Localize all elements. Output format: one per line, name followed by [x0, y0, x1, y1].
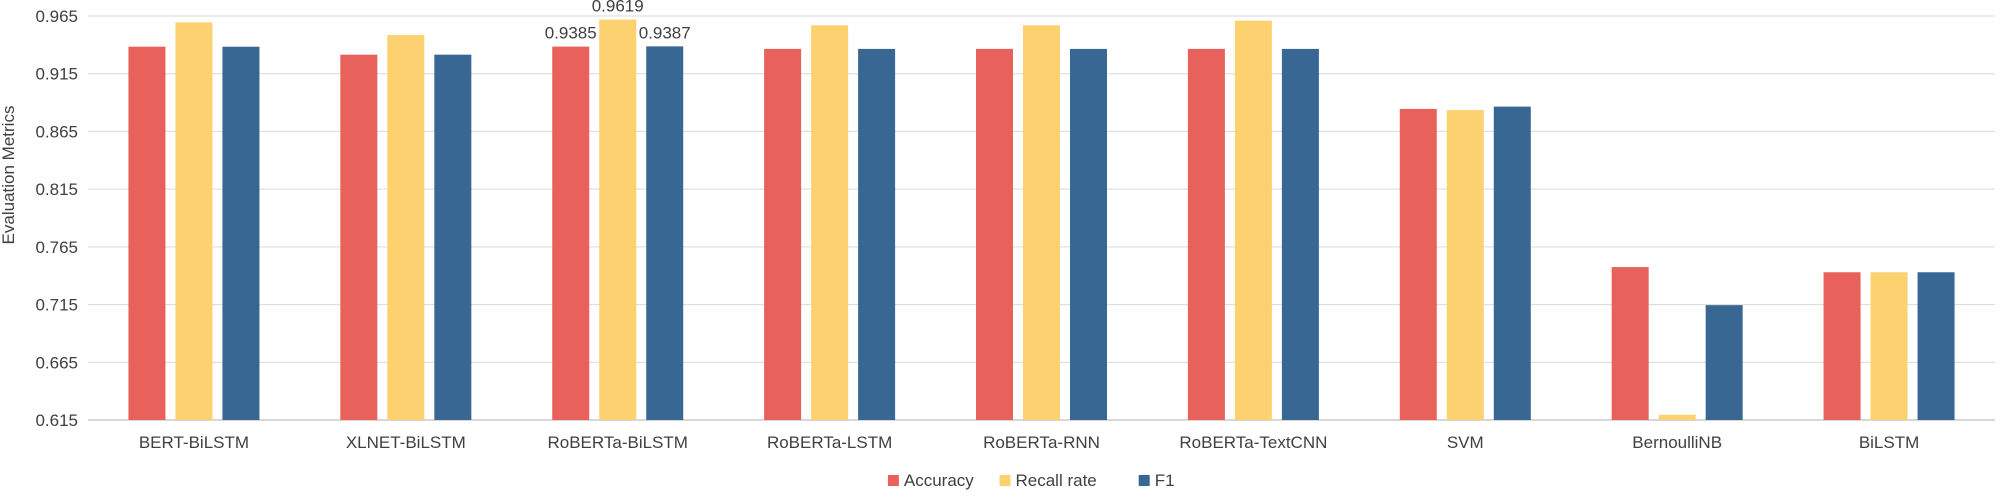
- y-tick-label: 0.815: [35, 180, 78, 199]
- bar-accuracy: [764, 48, 802, 420]
- legend-label: F1: [1155, 471, 1175, 490]
- y-axis-title: Evaluation Metrics: [0, 106, 18, 245]
- bar-accuracy: [1399, 108, 1437, 421]
- bar-accuracy: [976, 48, 1013, 420]
- x-category-label: SVM: [1447, 433, 1484, 452]
- bar-f1: [1070, 48, 1107, 420]
- y-tick-label: 0.865: [35, 122, 78, 141]
- bar-recall-rate: [1870, 272, 1908, 420]
- bar-accuracy: [340, 54, 378, 420]
- legend-label: Accuracy: [904, 471, 974, 490]
- y-axis-ticks: 0.615 0.665 0.715 0.765 0.815 0.865 0.915 0.965: [35, 7, 78, 430]
- x-category-label: BiLSTM: [1859, 433, 1919, 452]
- data-label: 0.9387: [639, 23, 691, 42]
- bar-accuracy: [1823, 272, 1861, 420]
- x-category-label: RoBERTa-RNN: [983, 433, 1100, 452]
- bar-f1: [646, 46, 684, 420]
- x-category-label: RoBERTa-LSTM: [767, 433, 892, 452]
- bar-accuracy: [552, 46, 590, 421]
- legend-swatch: [887, 475, 899, 486]
- x-axis-categories: BERT-BiLSTM XLNET-BiLSTM RoBERTa-BiLSTM RoB…: [139, 433, 1919, 452]
- bar-f1: [434, 54, 472, 420]
- bar-accuracy: [1611, 267, 1649, 420]
- data-label: 0.9385: [545, 24, 597, 43]
- bar-f1: [1917, 272, 1955, 420]
- x-category-label: XLNET-BiLSTM: [346, 433, 466, 452]
- y-tick-label: 0.615: [35, 411, 78, 430]
- legend-label: Recall rate: [1016, 471, 1097, 490]
- bar-recall-rate: [1234, 20, 1272, 420]
- bar-recall-rate: [1446, 110, 1484, 421]
- y-tick-label: 0.915: [35, 65, 78, 84]
- x-category-label: BERT-BiLSTM: [139, 433, 249, 452]
- x-category-label: RoBERTa-TextCNN: [1179, 433, 1327, 452]
- bar-accuracy: [1187, 48, 1225, 420]
- bar-f1: [1493, 106, 1531, 421]
- bars: [128, 19, 1955, 421]
- bar-recall-rate: [599, 19, 637, 421]
- y-tick-label: 0.665: [35, 353, 78, 372]
- y-tick-label: 0.965: [35, 7, 78, 26]
- legend-swatch: [1138, 475, 1150, 486]
- data-labels: 0.9385 0.9619 0.9387: [545, 0, 691, 43]
- x-category-label: RoBERTa-BiLSTM: [547, 433, 687, 452]
- bar-recall-rate: [1658, 414, 1696, 420]
- bar-recall-rate: [1023, 25, 1060, 421]
- bar-recall-rate: [175, 22, 213, 420]
- bar-f1: [1705, 305, 1743, 420]
- data-label: 0.9619: [592, 0, 644, 16]
- bar-f1: [222, 46, 260, 420]
- legend-swatch: [999, 475, 1011, 486]
- bar-f1: [858, 48, 896, 420]
- y-tick-label: 0.765: [35, 238, 78, 257]
- legend: Accuracy Recall rate F1: [887, 471, 1175, 490]
- bar-accuracy: [128, 46, 166, 420]
- bar-recall-rate: [387, 35, 425, 420]
- y-tick-label: 0.715: [35, 296, 78, 315]
- bar-recall-rate: [811, 25, 849, 421]
- x-category-label: BernoulliNB: [1632, 433, 1722, 452]
- bar-f1: [1281, 48, 1319, 420]
